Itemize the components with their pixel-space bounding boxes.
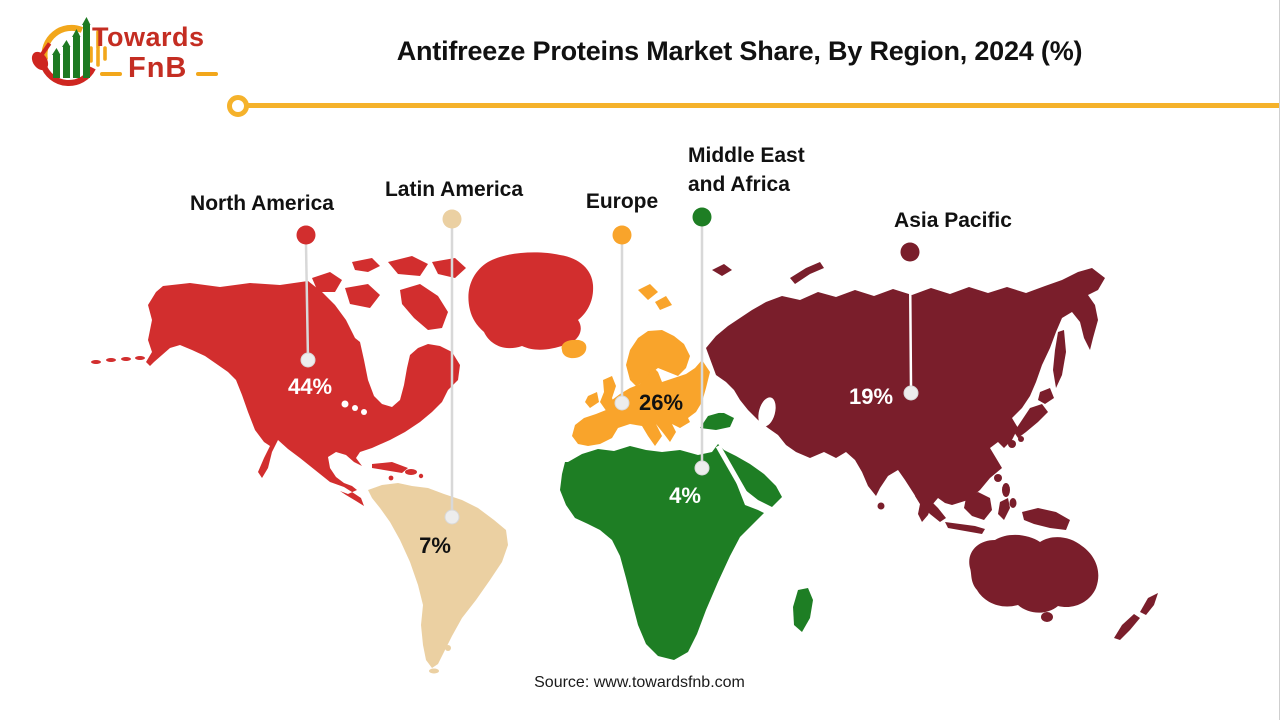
pin-middle-east-africa[interactable]: [692, 207, 712, 476]
share-value-latin-america: 7%: [419, 533, 451, 558]
logo-icon: [31, 17, 107, 87]
pin-north-america[interactable]: [296, 225, 316, 368]
region-label-latin-america: Latin America: [384, 178, 524, 201]
source-text: Source: www.towardsfnb.com: [534, 674, 745, 691]
spoon-icon: [31, 42, 52, 71]
fork-icon: [89, 30, 107, 67]
map-water-overlays: [341, 397, 804, 504]
towards-fnb-logo: Towards FnB: [24, 14, 224, 98]
share-value-europe: 26%: [638, 390, 684, 415]
logo-text-towards: Towards: [92, 22, 205, 52]
logo-dash-left: [100, 72, 122, 76]
page-title: Antifreeze Proteins Market Share, By Reg…: [396, 36, 1083, 66]
share-value-asia-pacific: 19%: [848, 384, 894, 409]
pins: [296, 207, 920, 525]
pin-europe[interactable]: [612, 225, 632, 411]
region-label-asia-pacific: Asia Pacific: [894, 209, 1012, 232]
map-region-middle-east-africa[interactable]: [560, 412, 813, 660]
share-value-middle-east-africa: 4%: [669, 483, 701, 508]
logo-text-fnb: FnB: [128, 52, 188, 84]
growth-bars-icon: [52, 17, 91, 78]
map-region-north-america[interactable]: [91, 252, 594, 506]
logo-dash-right: [196, 72, 218, 76]
pin-latin-america[interactable]: [442, 209, 462, 525]
region-label-middle-east-africa: Middle East and Africa: [688, 144, 805, 196]
title-underline: [247, 103, 1279, 108]
region-label-north-america: North America: [190, 192, 334, 215]
map-region-europe[interactable]: [561, 284, 710, 446]
title-underline-endpoint: [227, 95, 249, 117]
region-label-europe: Europe: [585, 190, 659, 213]
map-region-asia-pacific[interactable]: [706, 262, 1158, 640]
map-region-latin-america[interactable]: [368, 483, 508, 674]
pin-asia-pacific[interactable]: [900, 242, 920, 401]
share-value-north-america: 44%: [287, 374, 333, 399]
